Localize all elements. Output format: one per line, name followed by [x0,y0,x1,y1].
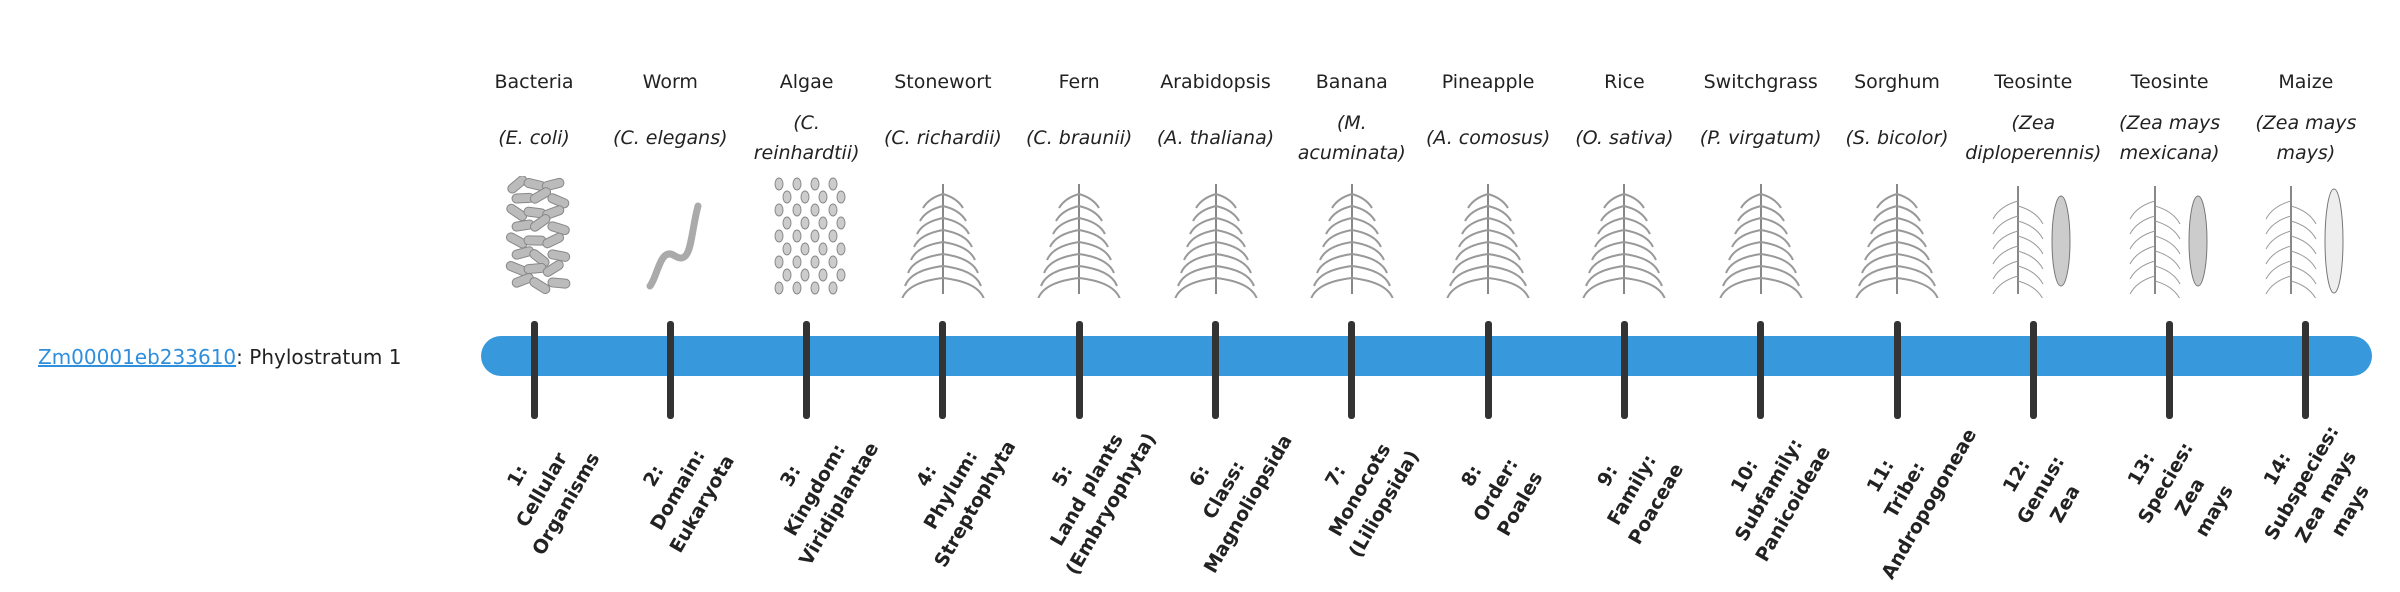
teosinte-icon [1983,176,2083,300]
stratum-tick-7 [1348,321,1356,419]
sorghum-icon [1847,176,1947,300]
stratum-label-9: 9: Family: Poaceae [1554,395,1712,584]
scientific-name-text: (E. coli) [498,127,570,149]
organism-scientific-name: (A. thaliana) [1148,108,1284,168]
organism-scientific-name: (S. bicolor) [1829,108,1965,168]
stratum-tick-11 [1893,321,1901,419]
arabidopsis-icon [1166,176,1266,300]
scientific-name-text: (A. comosus) [1425,127,1551,149]
stratum-label-6: 6: Class: Magnoliopsida [1145,395,1303,584]
organism-common-name: Worm [642,71,698,93]
scientific-name-text: (A. thaliana) [1156,127,1275,149]
scientific-name-text: (C. braunii) [1026,127,1133,149]
switchgrass-icon [1711,176,1811,300]
organism-common-name: Teosinte [2130,71,2209,93]
organism-common-name: Fern [1058,71,1100,93]
stratum-label-3: 3: Kingdom: Viridiplantae [736,395,894,584]
organism-scientific-name: (M. acuminata) [1284,108,1420,168]
stratum-label-10: 10: Subfamily: Panicoideae [1690,395,1848,584]
stratum-tick-14 [2302,321,2310,419]
organism-scientific-name: (C. reinhardtii) [739,108,875,168]
phylostratum-timeline-bar [481,336,2372,376]
teosinte-mexicana-icon [2120,176,2220,300]
stratum-label-7: 7: Monocots (Liliopsida) [1281,395,1439,584]
stratum-label-4: 4: Phylum: Streptophyta [872,395,1030,584]
scientific-name-text: (Zea diploperennis) [1965,112,2102,164]
organism-scientific-name: (C. braunii) [1011,108,1147,168]
stratum-tick-8 [1484,321,1492,419]
stratum-label-12: 12: Genus: Zea [1962,395,2120,584]
stratum-label-14: 14: Subspecies: Zea mays mays [2223,388,2400,591]
organism-common-name: Algae [779,71,834,93]
stratum-label-8: 8: Order: Poales [1417,395,1575,584]
maize-icon [2256,176,2356,300]
organism-common-name: Maize [2278,71,2334,93]
stratum-label-11: 11: Tribe: Andropogoneae [1826,395,1984,584]
scientific-name-text: (O. sativa) [1575,127,1674,149]
banana-icon [1302,176,1402,300]
organism-common-name: Bacteria [494,71,574,93]
organism-common-name: Stonewort [894,71,992,93]
stratum-tick-4 [939,321,947,419]
gene-id-link[interactable]: Zm00001eb233610 [38,345,237,369]
scientific-name-text: (C. richardii) [883,127,1002,149]
stratum-tick-3 [803,321,811,419]
stratum-label-5: 5: Land plants (Embryophyta) [1008,395,1166,584]
organism-common-name: Switchgrass [1703,71,1818,93]
stratum-tick-12 [2029,321,2037,419]
stratum-tick-9 [1620,321,1628,419]
organism-scientific-name: (C. elegans) [602,108,738,168]
algae-icon [757,176,857,298]
stratum-tick-2 [666,321,674,419]
organism-common-name: Banana [1315,71,1388,93]
stratum-tick-5 [1075,321,1083,419]
organism-scientific-name: (P. virgatum) [1693,108,1829,168]
phylostratum-text: : Phylostratum 1 [236,345,402,369]
scientific-name-text: (S. bicolor) [1845,127,1949,149]
gene-phylostratum-label: Zm00001eb233610: Phylostratum 1 [38,340,401,374]
organism-common-name: Sorghum [1854,71,1940,93]
stratum-tick-1 [530,321,538,419]
organism-common-name: Rice [1604,71,1645,93]
organism-common-name: Teosinte [1994,71,2073,93]
organism-scientific-name: (E. coli) [466,108,602,168]
stratum-tick-10 [1757,321,1765,419]
organism-common-name: Arabidopsis [1160,71,1271,93]
scientific-name-text: (P. virgatum) [1699,127,1822,149]
scientific-name-text: (Zea mays mays) [2255,112,2357,164]
stratum-label-1: 1: Cellular Organisms [463,395,621,584]
stratum-label-2: 2: Domain: Eukaryota [599,395,757,584]
organism-scientific-name: (A. comosus) [1420,108,1556,168]
organism-scientific-name: (O. sativa) [1556,108,1692,168]
stratum-tick-6 [1212,321,1219,419]
bacteria-icon [484,175,584,298]
worm-icon [620,176,720,298]
scientific-name-text: (Zea mays mexicana) [2119,112,2221,164]
fern-icon [1029,176,1129,300]
rice-icon [1574,176,1674,300]
pineapple-icon [1438,176,1538,300]
stonewort-icon [893,176,993,300]
scientific-name-text: (C. elegans) [613,127,728,149]
scientific-name-text: (M. acuminata) [1297,112,1406,164]
scientific-name-text: (C. reinhardtii) [753,112,860,164]
organism-scientific-name: (Zea mays mexicana) [2102,108,2238,168]
stratum-label-13: 13: Species: Zea mays [2087,388,2269,591]
organism-scientific-name: (Zea mays mays) [2238,108,2374,168]
organism-common-name: Pineapple [1441,71,1535,93]
organism-scientific-name: (Zea diploperennis) [1965,108,2101,168]
stratum-tick-13 [2166,321,2174,419]
organism-scientific-name: (C. richardii) [875,108,1011,168]
